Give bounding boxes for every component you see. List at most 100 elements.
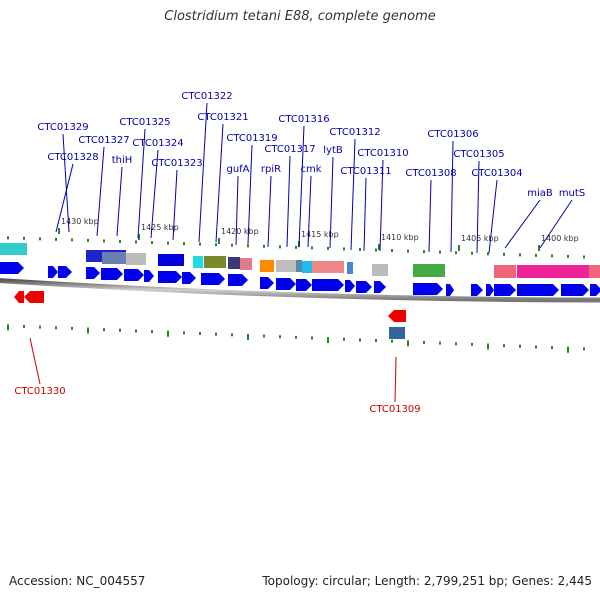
map-title: Clostridium tetani E88, complete genome bbox=[164, 9, 436, 24]
reverse-gene bbox=[24, 291, 44, 303]
feature-block bbox=[296, 260, 302, 272]
leader-line bbox=[55, 163, 74, 233]
forward-gene bbox=[228, 274, 248, 286]
leader-line bbox=[428, 179, 432, 253]
leader-line bbox=[215, 123, 224, 243]
forward-gene bbox=[86, 267, 100, 279]
leader-line bbox=[379, 159, 384, 252]
gene-label: mutS bbox=[559, 188, 585, 199]
genome-backbone bbox=[0, 278, 600, 303]
gene-label: CTC01312 bbox=[329, 127, 380, 138]
forward-gene bbox=[561, 284, 589, 296]
feature-block bbox=[0, 243, 27, 255]
forward-gene bbox=[486, 284, 494, 296]
gene-label: CTC01321 bbox=[197, 112, 248, 123]
feature-block bbox=[312, 261, 344, 273]
forward-gene bbox=[201, 273, 225, 285]
gene-label: CTC01330 bbox=[14, 386, 65, 397]
feature-block bbox=[276, 260, 296, 272]
forward-gene bbox=[312, 279, 344, 291]
forward-gene bbox=[494, 284, 516, 296]
forward-gene bbox=[260, 277, 274, 289]
forward-gene bbox=[101, 268, 123, 280]
leader-line bbox=[476, 160, 480, 254]
feature-block bbox=[158, 254, 184, 266]
gene-label: rpiR bbox=[261, 164, 281, 175]
leader-line bbox=[62, 133, 70, 233]
reverse-feature bbox=[389, 327, 405, 339]
forward-gene bbox=[48, 266, 58, 278]
leader-line bbox=[198, 102, 208, 243]
leader-line bbox=[137, 128, 146, 239]
forward-gene bbox=[356, 281, 372, 293]
gene-label: lytB bbox=[323, 145, 343, 156]
minor-ticks bbox=[7, 236, 585, 353]
forward-gene bbox=[517, 284, 559, 296]
leader-line bbox=[150, 149, 159, 239]
forward-gene bbox=[276, 278, 296, 290]
leader-line bbox=[298, 125, 305, 248]
feature-block bbox=[347, 262, 353, 274]
gene-label: CTC01306 bbox=[427, 129, 478, 140]
feature-block bbox=[372, 264, 388, 276]
gene-label: CTC01311 bbox=[340, 166, 391, 177]
gene-label: CTC01304 bbox=[471, 168, 522, 179]
feature-block bbox=[494, 265, 516, 278]
feature-block bbox=[204, 256, 226, 268]
kbp-label: 1405 kbp bbox=[461, 234, 499, 243]
leader-line bbox=[450, 140, 454, 253]
kbp-label: 1410 kbp bbox=[381, 233, 419, 242]
kbp-label: 1420 kbp bbox=[221, 227, 259, 236]
forward-gene bbox=[0, 262, 24, 274]
feature-block bbox=[193, 256, 203, 268]
forward-gene bbox=[446, 284, 454, 296]
gene-label: CTC01309 bbox=[369, 404, 420, 415]
forward-gene bbox=[182, 272, 196, 284]
forward-gene bbox=[144, 270, 154, 282]
kbp-label: 1425 kbp bbox=[141, 223, 179, 232]
feature-block bbox=[589, 265, 600, 278]
gene-label: CTC01319 bbox=[226, 133, 277, 144]
kbp-label: 1400 kbp bbox=[541, 234, 579, 243]
gene-label: CTC01324 bbox=[132, 138, 183, 149]
forward-gene bbox=[58, 266, 72, 278]
leader-line bbox=[235, 175, 239, 246]
leader-line bbox=[488, 179, 498, 254]
kbp-label: 1430 kbp bbox=[61, 217, 99, 226]
gene-label: CTC01323 bbox=[151, 158, 202, 169]
forward-gene-track bbox=[0, 262, 600, 296]
gene-label: CTC01310 bbox=[357, 148, 408, 159]
genome-stats: Topology: circular; Length: 2,799,251 bp… bbox=[262, 574, 592, 588]
feature-block bbox=[413, 264, 445, 277]
leader-line bbox=[172, 169, 178, 241]
leader-line bbox=[394, 356, 397, 403]
gene-label: thiH bbox=[112, 155, 133, 166]
reverse-gene bbox=[14, 291, 24, 303]
forward-gene bbox=[471, 284, 483, 296]
gene-label: CTC01322 bbox=[181, 91, 232, 102]
forward-gene bbox=[590, 284, 600, 296]
leader-line bbox=[539, 199, 573, 249]
forward-gene bbox=[374, 281, 386, 293]
forward-gene bbox=[158, 271, 182, 283]
gene-label: miaB bbox=[527, 188, 553, 199]
feature-block bbox=[102, 252, 126, 264]
accession-number: Accession: NC_004557 bbox=[9, 574, 146, 588]
feature-block bbox=[228, 257, 240, 269]
gene-label: CTC01325 bbox=[119, 117, 170, 128]
leader-line bbox=[363, 177, 367, 252]
feature-block bbox=[260, 260, 274, 272]
leader-line bbox=[329, 156, 334, 249]
label-leader-lines bbox=[29, 102, 573, 403]
feature-track bbox=[0, 243, 600, 278]
leader-line bbox=[29, 337, 41, 385]
feature-block bbox=[561, 265, 589, 278]
gene-label: CTC01328 bbox=[47, 152, 98, 163]
gene-label: CTC01308 bbox=[405, 168, 456, 179]
leader-line bbox=[286, 155, 291, 248]
gene-label: CTC01305 bbox=[453, 149, 504, 160]
gene-label: CTC01317 bbox=[264, 144, 315, 155]
gene-label: CTC01329 bbox=[37, 122, 88, 133]
forward-gene bbox=[296, 279, 312, 291]
